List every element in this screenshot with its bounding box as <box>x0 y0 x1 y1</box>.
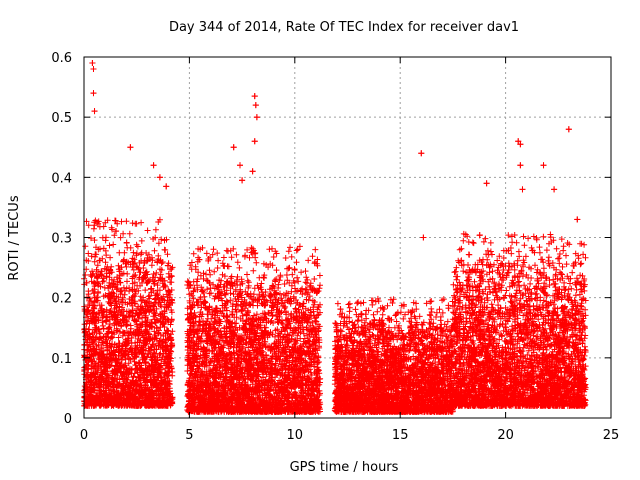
notable-point <box>127 144 134 151</box>
data-points <box>81 60 589 415</box>
notable-point <box>540 162 547 169</box>
notable-point <box>156 174 163 181</box>
notable-point <box>517 141 524 148</box>
notable-point <box>150 162 157 169</box>
chart-title: Day 344 of 2014, Rate Of TEC Index for r… <box>169 20 519 35</box>
notable-point <box>252 102 259 109</box>
x-tick-label: 5 <box>185 428 193 443</box>
notable-point <box>251 93 258 100</box>
y-tick-label: 0 <box>64 412 72 427</box>
notable-point <box>420 234 427 241</box>
axis-ticks <box>83 56 612 419</box>
y-tick-label: 0.4 <box>51 171 72 186</box>
y-tick-label: 0.3 <box>51 232 72 247</box>
y-axis-label: ROTI / TECUs <box>7 195 22 280</box>
notable-point <box>239 177 246 184</box>
notable-point <box>483 180 490 187</box>
notable-point <box>551 186 558 193</box>
y-tick-label: 0.5 <box>51 111 72 126</box>
x-tick-label: 25 <box>603 428 620 443</box>
notable-point <box>90 66 97 73</box>
notable-point <box>517 162 524 169</box>
x-tick-label: 15 <box>392 428 409 443</box>
x-tick-label: 0 <box>80 428 88 443</box>
y-tick-label: 0.2 <box>51 292 72 307</box>
notable-point <box>418 150 425 157</box>
x-axis-label: GPS time / hours <box>290 460 399 475</box>
notable-point <box>236 162 243 169</box>
roti-data-markers <box>81 60 589 415</box>
x-tick-label: 20 <box>497 428 514 443</box>
notable-point <box>519 186 526 193</box>
notable-point <box>253 114 260 121</box>
notable-point <box>251 138 258 145</box>
notable-point <box>249 168 256 175</box>
notable-point <box>163 183 170 190</box>
notable-point <box>230 144 237 151</box>
x-tick-labels: 0 5 10 15 20 25 <box>80 428 619 443</box>
notable-point <box>515 138 522 145</box>
notable-point <box>91 108 98 115</box>
y-tick-label: 0.1 <box>51 352 72 367</box>
y-tick-labels: 0 0.1 0.2 0.3 0.4 0.5 0.6 <box>51 51 72 427</box>
x-tick-label: 10 <box>287 428 304 443</box>
notable-point <box>565 126 572 133</box>
notable-point <box>89 60 96 67</box>
notable-point <box>90 90 97 97</box>
notable-point <box>574 216 581 223</box>
y-tick-label: 0.6 <box>51 51 72 66</box>
